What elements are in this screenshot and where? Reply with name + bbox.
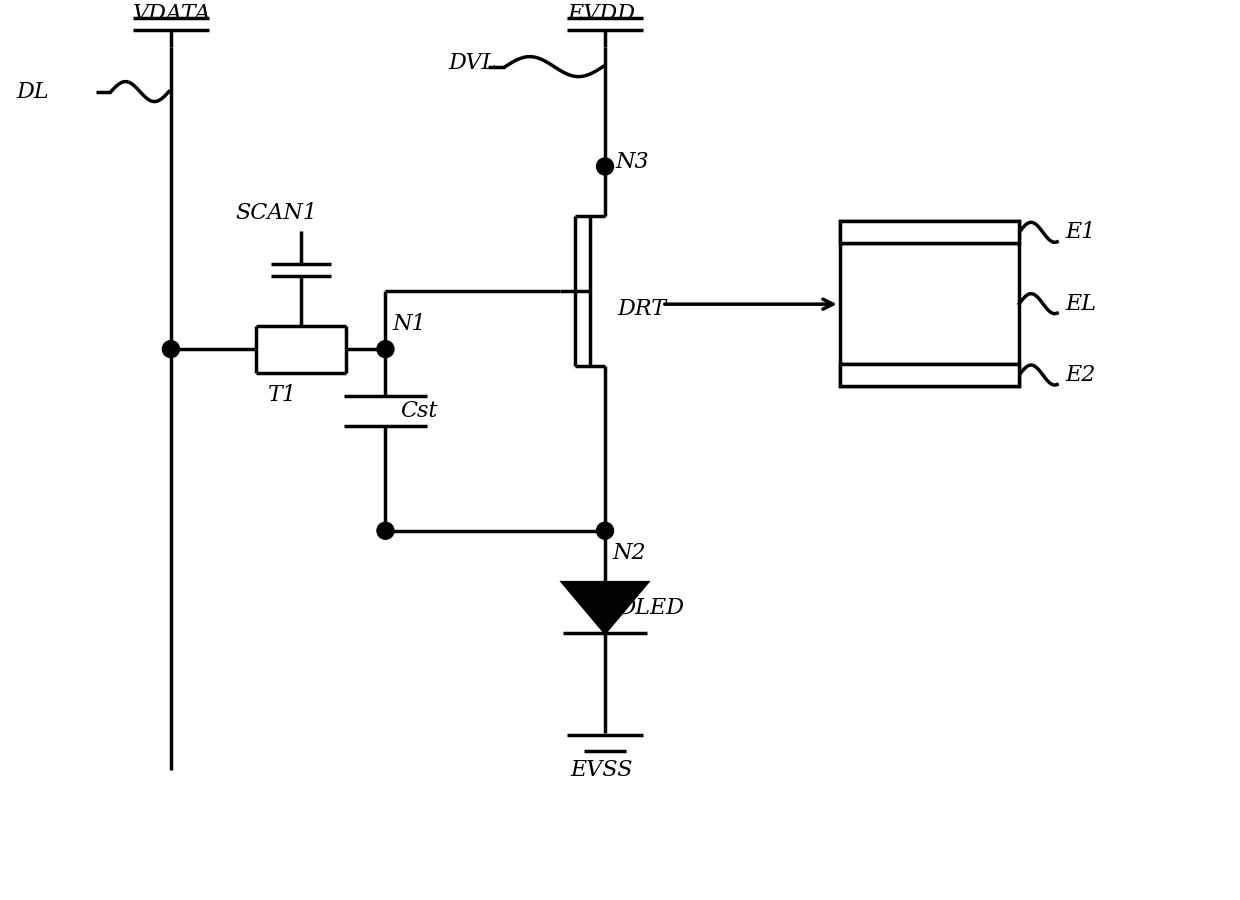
Text: Cst: Cst [401, 400, 438, 422]
Text: N2: N2 [613, 542, 646, 563]
Text: E1: E1 [1065, 221, 1095, 243]
Text: T1: T1 [268, 384, 296, 406]
Bar [839, 221, 1019, 386]
Polygon shape [563, 582, 647, 633]
Circle shape [377, 522, 394, 539]
Circle shape [162, 340, 180, 357]
Circle shape [377, 340, 394, 357]
Text: VDATA: VDATA [133, 3, 212, 24]
Bar [839, 221, 1019, 243]
Text: N1: N1 [392, 313, 427, 335]
Bar [839, 364, 1019, 386]
Text: E2: E2 [1065, 364, 1095, 386]
Text: DVL: DVL [449, 51, 497, 74]
Text: EVDD: EVDD [567, 3, 635, 24]
Text: DL: DL [16, 81, 48, 103]
Text: EL: EL [1065, 292, 1096, 315]
Circle shape [596, 158, 614, 175]
Text: DRT: DRT [618, 298, 666, 320]
Text: N3: N3 [615, 151, 649, 174]
Text: OLED: OLED [618, 597, 684, 618]
Text: EVSS: EVSS [570, 760, 632, 781]
Circle shape [596, 522, 614, 539]
Text: SCAN1: SCAN1 [236, 202, 317, 224]
